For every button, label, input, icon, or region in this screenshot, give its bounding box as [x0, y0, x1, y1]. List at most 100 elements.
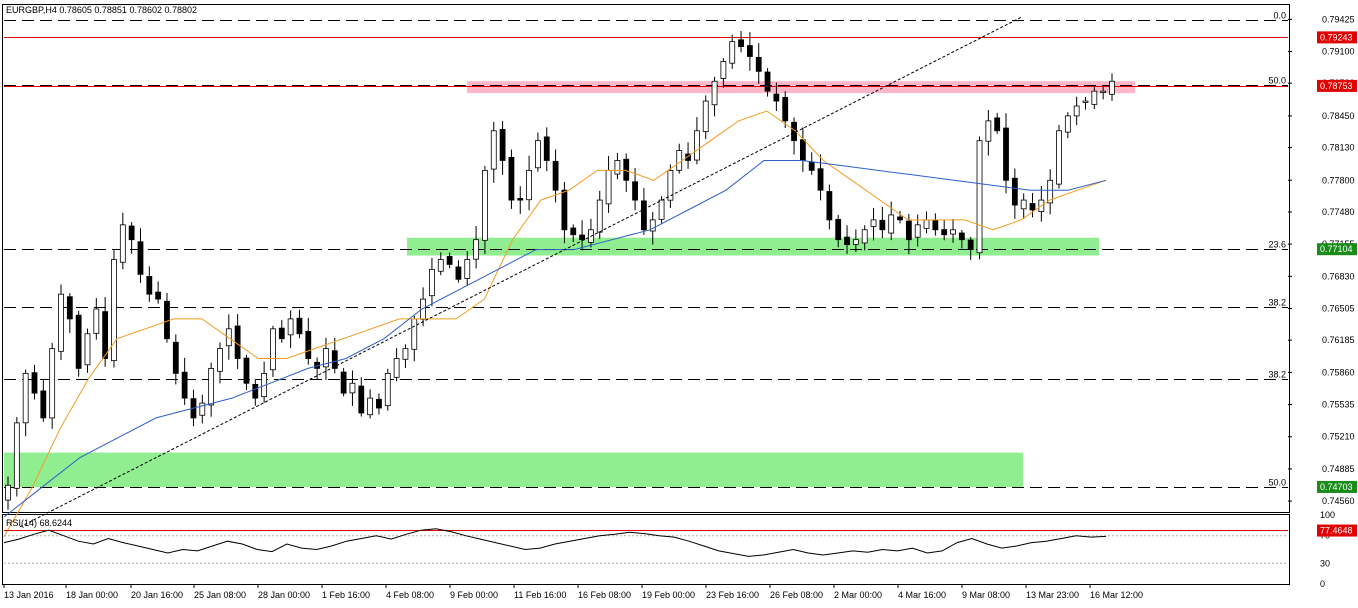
price-marker-box — [1317, 79, 1357, 92]
chart-header: EURGBP,H4 0.78605 0.78851 0.78602 0.7880… — [6, 5, 197, 15]
trendline — [19, 16, 1023, 528]
bull-candle — [393, 358, 400, 378]
bear-candle — [932, 219, 939, 231]
bull-candle — [1082, 100, 1089, 103]
bear-candle — [561, 189, 568, 231]
bear-candle — [252, 383, 259, 399]
time-tick-label: 19 Feb 00:00 — [642, 590, 695, 600]
bull-candle — [84, 333, 91, 366]
main-pane-border — [2, 4, 1290, 513]
bear-candle — [296, 317, 303, 335]
bull-candle — [464, 259, 471, 279]
bear-candle — [181, 371, 188, 399]
bull-candle — [93, 308, 100, 334]
sma-fast-line — [3, 110, 1107, 538]
bear-candle — [632, 181, 638, 201]
fib-label: 50.0 — [1268, 76, 1286, 86]
bull-candle — [482, 169, 488, 241]
rsi-label: RSI(14) 68.6244 — [6, 518, 73, 528]
bull-candle — [1056, 130, 1062, 185]
rsi-axis-label: 100 — [1320, 510, 1335, 520]
bull-candle — [535, 140, 541, 169]
bear-candle — [844, 236, 850, 246]
bull-candle — [270, 328, 276, 371]
bear-candle — [40, 390, 47, 419]
bull-candle — [870, 219, 877, 227]
fib-label: 50.0 — [1268, 478, 1286, 488]
price-tick-label: 0.76185 — [1322, 335, 1355, 345]
price-marker-label: 0.74703 — [1320, 482, 1353, 492]
bear-candle — [446, 256, 453, 265]
bull-candle — [490, 130, 497, 170]
moving-averages — [3, 110, 1107, 538]
price-tick-label: 0.76505 — [1322, 304, 1355, 314]
bear-candle — [1011, 177, 1018, 206]
bear-candle — [897, 216, 903, 221]
bull-candle — [119, 224, 126, 263]
bear-candle — [967, 239, 974, 250]
bull-candle — [1073, 105, 1080, 117]
fib-labels: 0.0 50.0 23.6 38.2 38.2 50.0 — [1268, 11, 1286, 488]
fib-label: 23.6 — [1268, 240, 1286, 250]
time-tick-label: 1 Feb 16:00 — [322, 590, 370, 600]
bull-candle — [605, 169, 612, 205]
bear-candle — [155, 291, 162, 300]
bull-candle — [923, 219, 930, 229]
price-tick-label: 0.78450 — [1322, 111, 1355, 121]
time-tick-label: 16 Mar 12:00 — [1090, 590, 1143, 600]
bull-candle — [888, 214, 895, 234]
bull-candle — [720, 61, 727, 79]
bull-candle — [22, 372, 29, 424]
time-tick-label: 2 Mar 00:00 — [834, 590, 882, 600]
bull-candle — [1100, 90, 1107, 93]
bull-candle — [13, 422, 20, 489]
bear-candle — [172, 341, 179, 374]
fib-label: 0.0 — [1273, 11, 1286, 21]
time-tick-label: 23 Feb 16:00 — [706, 590, 759, 600]
bear-candle — [641, 200, 647, 231]
price-markers: 0.79243 0.78753 0.77104 0.74703 — [1317, 31, 1357, 493]
time-tick-label: 9 Mar 08:00 — [962, 590, 1010, 600]
time-axis: 13 Jan 2016 18 Jan 00:00 20 Jan 16:00 25 Ja… — [3, 584, 1143, 600]
time-tick-label: 4 Feb 08:00 — [386, 590, 434, 600]
time-tick-label: 26 Feb 08:00 — [770, 590, 823, 600]
bear-candle — [455, 266, 462, 280]
bull-candle — [217, 348, 223, 372]
bear-candle — [243, 357, 250, 384]
bull-candle — [711, 80, 718, 106]
price-tick-label: 0.77800 — [1322, 175, 1355, 185]
bull-candle — [473, 239, 479, 260]
bull-candle — [384, 372, 391, 407]
price-tick-label: 0.75210 — [1322, 432, 1355, 442]
bull-candle — [111, 259, 117, 362]
price-tick-label: 0.78130 — [1322, 143, 1355, 153]
bear-candle — [137, 241, 144, 275]
bear-candle — [799, 139, 806, 161]
time-tick-label: 18 Jan 00:00 — [66, 590, 118, 600]
price-tick-label: 0.75535 — [1322, 400, 1355, 410]
bull-candle — [614, 160, 621, 175]
rsi-pane-border — [2, 514, 1290, 585]
bear-candle — [623, 158, 630, 181]
bear-candle — [746, 45, 753, 57]
zone-layer — [4, 81, 1135, 488]
rsi-line — [3, 528, 1107, 557]
support-zone-lower — [4, 452, 1023, 488]
bear-candle — [75, 314, 82, 369]
bear-candle — [340, 371, 347, 394]
bear-candle — [879, 219, 886, 231]
trendline-layer[interactable] — [19, 16, 1023, 528]
rsi-axis-label: 30 — [1320, 558, 1330, 568]
bear-candle — [764, 71, 771, 92]
price-tick-label: 0.77480 — [1322, 207, 1355, 217]
time-tick-label: 20 Jan 16:00 — [131, 590, 183, 600]
bear-candle — [835, 218, 842, 241]
time-tick-label: 13 Mar 23:00 — [1026, 590, 1079, 600]
rsi-pane: 1007030077.4648 — [3, 510, 1357, 589]
bear-candle — [376, 398, 382, 409]
bull-candle — [649, 219, 656, 232]
bear-candle — [543, 136, 550, 161]
bear-candle — [164, 300, 170, 340]
